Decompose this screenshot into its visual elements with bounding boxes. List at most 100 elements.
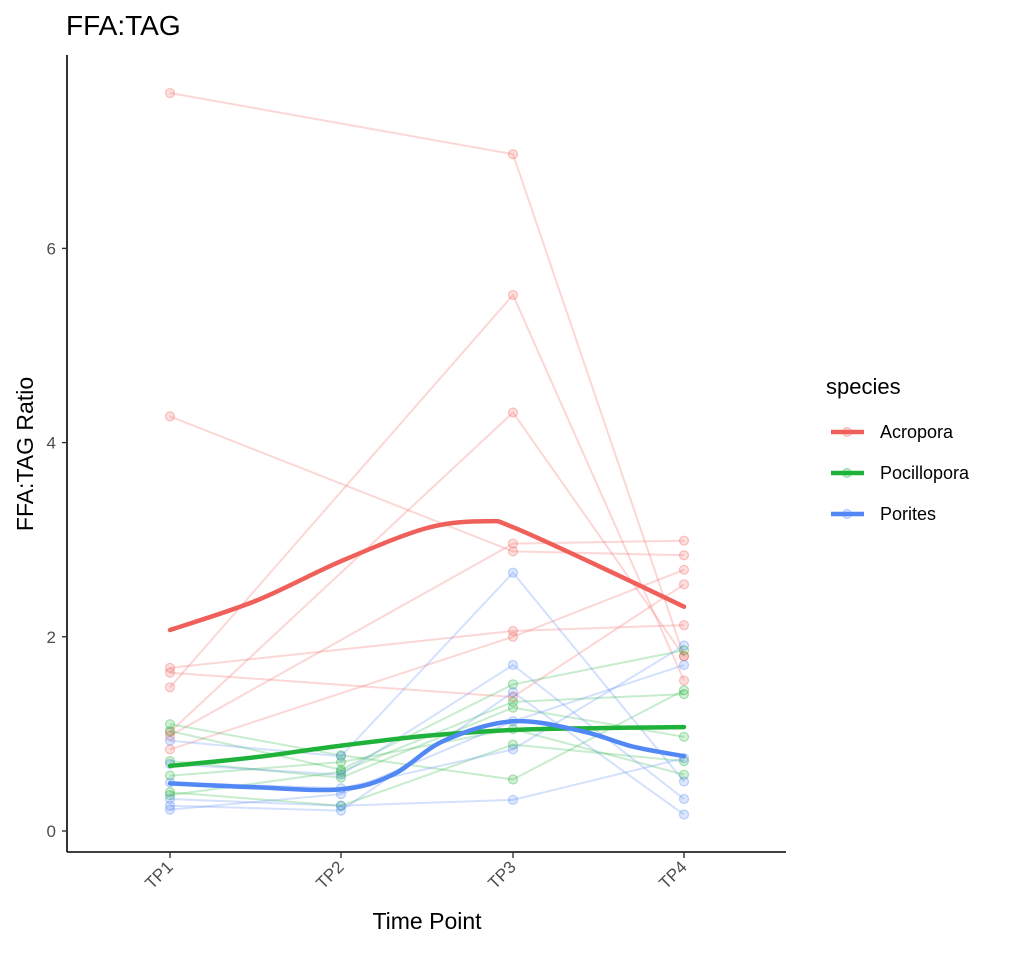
x-axis-ticks: TP1 TP2 TP3 TP4 — [141, 852, 691, 893]
data-point-acropora — [678, 651, 690, 662]
x-axis-title: Time Point — [372, 908, 482, 934]
legend: Acropora Pocillopora Porites — [831, 422, 970, 524]
data-point-porites — [678, 659, 690, 671]
individual-points-group — [164, 87, 690, 820]
legend-item-acropora: Acropora — [831, 422, 954, 442]
individual-line-acropora — [169, 293, 685, 688]
data-point-acropora — [507, 691, 519, 703]
data-point-porites — [335, 805, 347, 816]
data-point-porites — [335, 769, 347, 780]
data-point-pocillopora — [335, 772, 347, 783]
individual-line-acropora — [169, 568, 685, 751]
data-point-acropora — [164, 87, 176, 99]
individual-line-acropora — [169, 92, 685, 657]
data-point-acropora — [678, 550, 690, 561]
individual-line-porites — [169, 663, 685, 800]
data-point-acropora — [507, 407, 519, 418]
data-point-acropora — [507, 538, 519, 549]
data-point-pocillopora — [678, 685, 690, 696]
data-point-pocillopora — [507, 774, 519, 785]
data-point-pocillopora — [164, 770, 176, 781]
data-point-porites — [164, 800, 176, 811]
data-point-acropora — [507, 546, 519, 557]
trend-lines-group — [167, 518, 687, 793]
data-point-pocillopora — [164, 725, 176, 737]
y-tick-label: 6 — [47, 239, 56, 258]
individual-line-porites — [169, 757, 685, 807]
data-point-acropora — [678, 535, 690, 546]
individual-line-pocillopora — [169, 706, 685, 779]
trend-line-porites — [167, 718, 687, 793]
data-point-pocillopora — [335, 766, 347, 777]
individual-line-porites — [169, 571, 685, 783]
data-point-acropora — [164, 411, 176, 422]
data-point-pocillopora — [678, 769, 690, 780]
data-point-acropora — [164, 682, 176, 693]
individual-line-acropora — [169, 539, 685, 737]
data-point-porites — [678, 776, 690, 787]
data-point-porites — [678, 640, 690, 651]
legend-item-pocillopora: Pocillopora — [831, 463, 970, 483]
data-point-porites — [507, 659, 519, 671]
individual-line-acropora — [169, 415, 685, 557]
data-point-pocillopora — [335, 764, 347, 775]
data-point-porites — [164, 735, 176, 746]
individual-line-pocillopora — [169, 743, 685, 807]
data-point-acropora — [678, 620, 690, 631]
data-point-porites — [164, 804, 176, 815]
data-point-pocillopora — [164, 789, 176, 801]
data-point-porites — [507, 744, 519, 755]
data-point-pocillopora — [335, 750, 347, 761]
data-point-acropora — [507, 631, 519, 642]
trend-line-acropora — [167, 518, 687, 633]
data-point-porites — [507, 567, 519, 578]
data-point-pocillopora — [335, 800, 347, 811]
data-point-porites — [678, 809, 690, 820]
trend-line-pocillopora — [167, 724, 687, 769]
data-point-acropora — [164, 726, 176, 738]
legend-title: species — [826, 374, 901, 399]
legend-label: Porites — [880, 504, 936, 524]
data-point-porites — [678, 793, 690, 805]
individual-lines-group — [169, 92, 685, 816]
data-point-acropora — [164, 662, 176, 673]
x-tick-label: TP1 — [141, 857, 176, 892]
chart-title: FFA:TAG — [66, 10, 181, 41]
data-point-pocillopora — [164, 719, 176, 730]
data-point-pocillopora — [678, 731, 690, 742]
data-point-pocillopora — [507, 696, 519, 707]
data-point-pocillopora — [678, 688, 690, 700]
legend-key-point — [842, 427, 852, 437]
data-point-acropora — [678, 675, 690, 686]
data-point-acropora — [164, 730, 176, 741]
data-point-pocillopora — [678, 645, 690, 656]
legend-label: Pocillopora — [880, 463, 970, 483]
individual-line-pocillopora — [169, 649, 685, 771]
data-point-acropora — [507, 625, 519, 637]
data-point-acropora — [164, 667, 176, 678]
data-point-porites — [335, 800, 347, 811]
x-tick-label: TP3 — [484, 857, 519, 892]
individual-line-porites — [169, 664, 685, 811]
data-point-pocillopora — [164, 787, 176, 798]
data-point-acropora — [678, 579, 690, 590]
data-point-pocillopora — [507, 739, 519, 750]
data-point-pocillopora — [507, 679, 519, 690]
data-point-porites — [507, 794, 519, 806]
individual-line-acropora — [169, 410, 685, 733]
data-point-acropora — [678, 564, 690, 575]
data-point-porites — [507, 687, 519, 698]
data-point-pocillopora — [335, 756, 347, 768]
data-point-porites — [335, 751, 347, 762]
x-tick-label: TP4 — [655, 857, 690, 892]
individual-line-pocillopora — [169, 727, 685, 777]
legend-item-porites: Porites — [831, 504, 936, 524]
y-tick-label: 2 — [47, 628, 56, 647]
y-axis-title: FFA:TAG Ratio — [12, 377, 38, 531]
data-point-acropora — [164, 744, 176, 755]
individual-line-acropora — [169, 624, 685, 669]
legend-key-point — [842, 509, 852, 519]
legend-label: Acropora — [880, 422, 954, 442]
individual-line-acropora — [169, 583, 685, 699]
